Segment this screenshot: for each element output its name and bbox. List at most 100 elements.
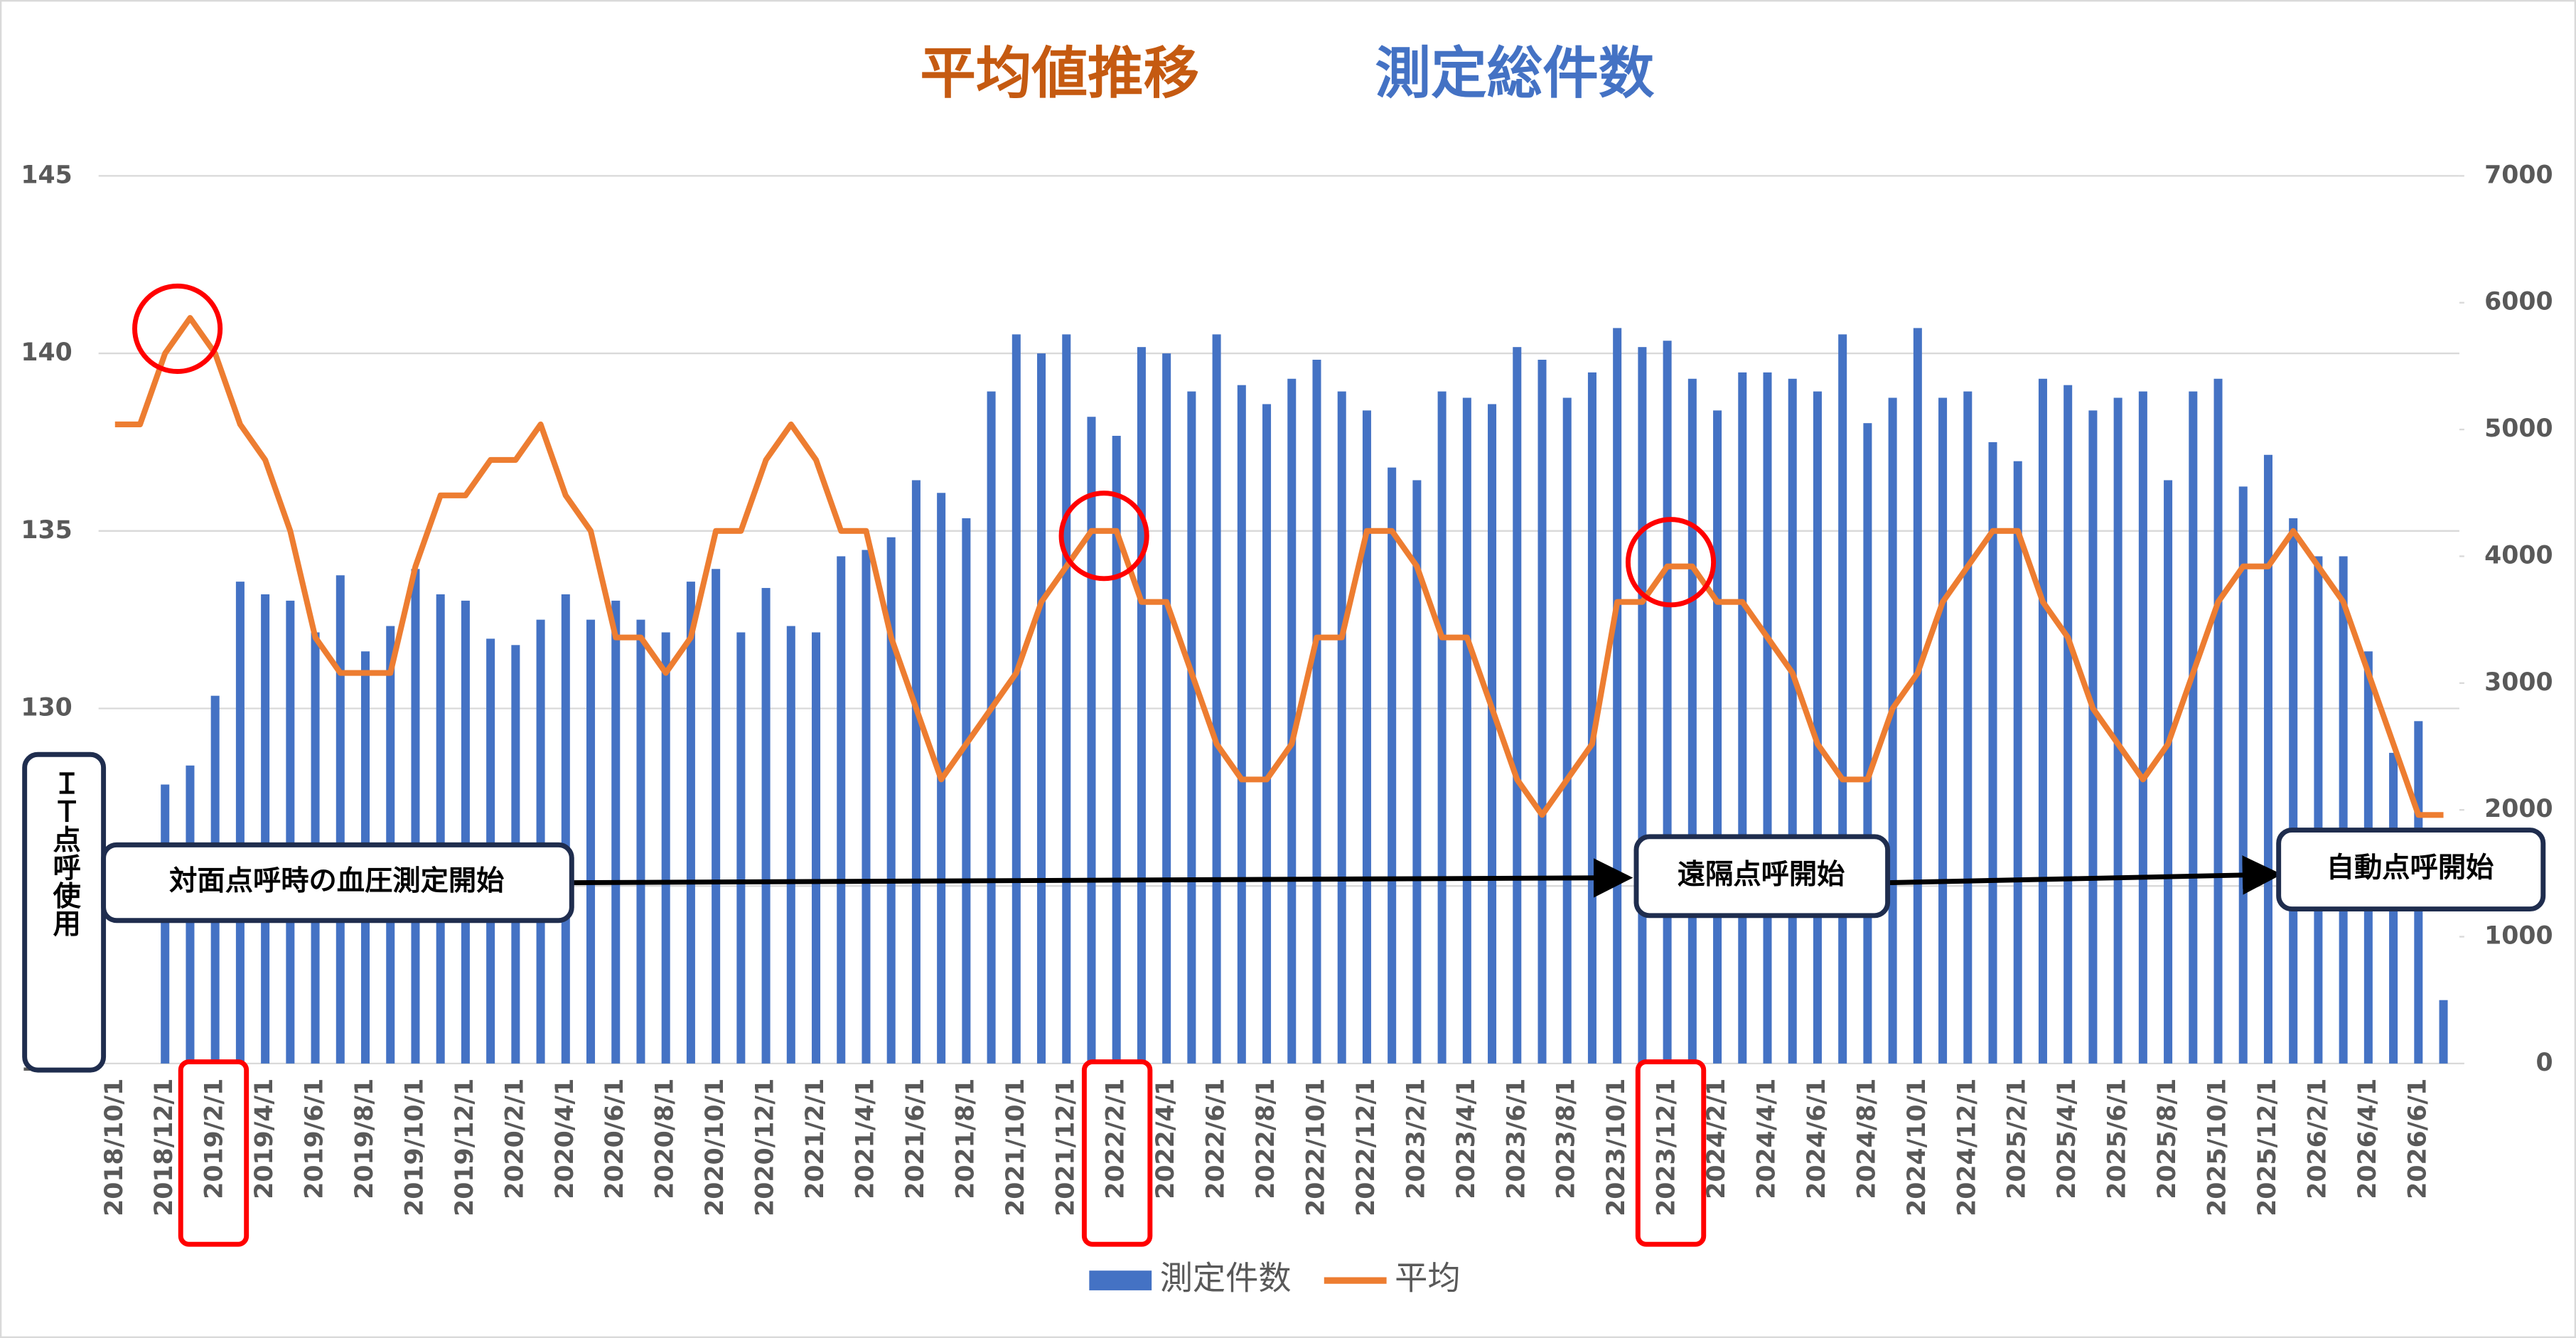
bar [1237,385,1246,1064]
x-tick-label: 2020/12/1 [751,1079,780,1216]
bar [436,594,445,1064]
x-tick-label: 2019/4/1 [250,1079,279,1199]
bar [2064,385,2073,1064]
x-tick-label: 2026/4/1 [2354,1079,2382,1199]
bar [987,391,996,1064]
bar [1663,341,1672,1064]
bar [1011,334,1021,1064]
bar [336,575,345,1064]
annotation: 遠隔点呼開始 [1678,859,1845,891]
x-tick-label: 2021/2/1 [801,1079,830,1199]
x-tick-label: 2021/12/1 [1051,1079,1080,1216]
y2-tick-label: 5000 [2484,414,2553,443]
bar [1262,404,1272,1064]
bar [411,569,420,1064]
x-tick-label: 2022/8/1 [1252,1079,1280,1199]
bar [2314,556,2323,1064]
bar [1312,360,1321,1064]
x-tick-label: 2020/4/1 [551,1079,579,1199]
x-tick-label: 2022/12/1 [1352,1079,1380,1216]
bar [2263,454,2272,1064]
x-tick-label: 2022/4/1 [1152,1079,1180,1199]
highlight-box [1635,1059,1707,1247]
y2-tick-label: 7000 [2484,161,2553,189]
y2-tick-label: 1000 [2484,922,2553,951]
bar [1687,378,1697,1064]
bar [1513,347,1522,1064]
bar [886,537,896,1064]
bar [2013,461,2022,1064]
x-tick-label: 2021/6/1 [901,1079,930,1199]
x-tick-label: 2025/12/1 [2253,1079,2282,1216]
bar [686,582,695,1064]
bar [2339,556,2348,1064]
x-tick-label: 2022/10/1 [1302,1079,1330,1216]
x-tick-label: 2023/6/1 [1502,1079,1530,1199]
chart-title: 平均値推移 [920,41,1199,106]
y-tick-label: 130 [21,693,72,722]
bar [1087,417,1096,1064]
y-tick-label: 145 [21,161,72,189]
highlight-circle [1625,517,1717,608]
x-tick-label: 2025/6/1 [2103,1079,2132,1199]
bar [911,480,921,1064]
x-tick-label: 2019/8/1 [350,1079,379,1199]
y-tick-label: 135 [21,516,72,545]
bar [1938,397,1948,1064]
legend-label: 測定件数 [1160,1259,1292,1297]
bar [862,550,871,1064]
bar [2088,410,2098,1064]
x-tick-label: 2022/6/1 [1202,1079,1230,1199]
x-tick-label: 2023/8/1 [1552,1079,1581,1199]
x-tick-label: 2023/10/1 [1602,1079,1631,1216]
x-tick-label: 2019/6/1 [301,1079,329,1199]
bar [636,619,645,1064]
x-tick-label: 2022/2/1 [1102,1079,1130,1199]
bar [1537,360,1547,1064]
x-tick-label: 2020/6/1 [601,1079,629,1199]
x-tick-label: 2020/10/1 [701,1079,729,1216]
x-tick-label: 2023/2/1 [1402,1079,1430,1199]
bar [837,556,846,1064]
bar [1187,391,1196,1064]
x-tick-label: 2024/2/1 [1702,1079,1731,1199]
bar [1437,391,1447,1064]
bar [1412,480,1422,1064]
bar [2189,391,2198,1064]
y2-tick-label: 6000 [2484,288,2553,316]
x-tick-label: 2019/10/1 [400,1079,429,1216]
x-tick-label: 2018/12/1 [150,1079,178,1216]
bar [1337,391,1346,1064]
bar [661,632,670,1064]
bar [1838,334,1847,1064]
bar [2138,391,2147,1064]
bar [1888,397,1897,1064]
bar [1112,436,1121,1064]
y-tick-label: 140 [21,338,72,367]
x-tick-label: 2024/4/1 [1753,1079,1781,1199]
highlight-circle [1058,491,1149,582]
bar [536,619,545,1064]
bar [1913,328,1922,1064]
bar [2238,486,2248,1064]
bar [761,588,771,1064]
bar [1062,334,1071,1064]
bar [1137,347,1146,1064]
x-tick-label: 2026/6/1 [2403,1079,2432,1199]
bar [1788,378,1797,1064]
bar [1613,328,1622,1064]
bar [286,600,295,1064]
bar [1713,410,1722,1064]
x-tick-label: 2023/12/1 [1653,1079,1681,1216]
bar [712,569,721,1064]
annotations: ＩＴ点呼使用 対面点呼時の血圧測定開始 遠隔点呼開始 自動点呼開始 [22,283,2546,1247]
bar [1763,372,1772,1064]
bar [1488,404,1497,1064]
annotation: ＩＴ点呼使用 [48,769,81,938]
bar [962,518,971,1064]
x-tick-label: 2025/2/1 [2003,1079,2032,1199]
bar [2439,1000,2448,1064]
x-tick-label: 2023/4/1 [1452,1079,1481,1199]
y2-tick-label: 4000 [2484,541,2553,569]
